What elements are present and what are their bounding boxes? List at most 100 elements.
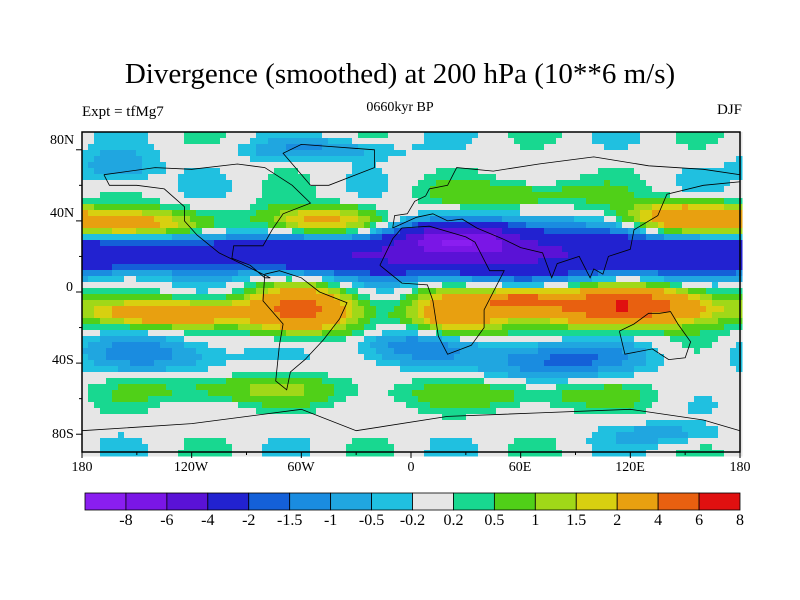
field-cell xyxy=(94,168,101,175)
field-cell xyxy=(700,222,707,229)
field-cell xyxy=(430,222,437,229)
field-cell xyxy=(376,234,383,241)
field-cell xyxy=(124,186,131,193)
field-cell xyxy=(244,168,251,175)
field-cell xyxy=(304,288,311,295)
field-cell xyxy=(262,240,269,247)
field-cell xyxy=(346,342,353,349)
field-cell xyxy=(202,228,209,235)
field-cell xyxy=(286,378,293,385)
field-cell xyxy=(250,378,257,385)
field-cell xyxy=(658,312,665,319)
field-cell xyxy=(724,324,731,331)
field-cell xyxy=(388,228,395,235)
field-cell xyxy=(136,300,143,307)
field-cell xyxy=(472,348,479,355)
field-cell xyxy=(538,222,545,229)
field-cell xyxy=(184,330,191,337)
field-cell xyxy=(340,210,347,217)
field-cell xyxy=(640,264,647,271)
field-cell xyxy=(286,156,293,163)
field-cell xyxy=(106,390,113,397)
field-cell xyxy=(508,198,515,205)
field-cell xyxy=(154,222,161,229)
field-cell xyxy=(286,144,293,151)
field-cell xyxy=(724,252,731,259)
field-cell xyxy=(688,342,695,349)
field-cell xyxy=(232,264,239,271)
field-cell xyxy=(406,228,413,235)
field-cell xyxy=(712,354,719,361)
field-cell xyxy=(448,324,455,331)
field-cell xyxy=(130,138,137,145)
field-cell xyxy=(358,246,365,253)
field-cell xyxy=(730,270,737,277)
field-cell xyxy=(400,378,407,385)
field-cell xyxy=(616,336,623,343)
field-cell xyxy=(124,372,131,379)
field-cell xyxy=(490,306,497,313)
field-cell xyxy=(622,324,629,331)
field-cell xyxy=(358,270,365,277)
field-cell xyxy=(670,192,677,199)
field-cell xyxy=(652,378,659,385)
field-cell xyxy=(190,366,197,373)
field-cell xyxy=(178,210,185,217)
field-cell xyxy=(694,210,701,217)
field-cell xyxy=(394,288,401,295)
field-cell xyxy=(466,276,473,283)
field-cell xyxy=(244,330,251,337)
field-cell xyxy=(526,132,533,139)
field-cell xyxy=(706,138,713,145)
field-cell xyxy=(436,288,443,295)
field-cell xyxy=(316,264,323,271)
field-cell xyxy=(178,318,185,325)
field-cell xyxy=(250,402,257,409)
field-cell xyxy=(730,222,737,229)
field-cell xyxy=(394,234,401,241)
field-cell xyxy=(514,288,521,295)
field-cell xyxy=(214,258,221,265)
field-cell xyxy=(496,204,503,211)
field-cell xyxy=(220,138,227,145)
field-cell xyxy=(514,168,521,175)
field-cell xyxy=(94,312,101,319)
field-cell xyxy=(106,318,113,325)
field-cell xyxy=(322,402,329,409)
field-cell xyxy=(214,240,221,247)
field-cell xyxy=(478,276,485,283)
field-cell xyxy=(610,396,617,403)
field-cell xyxy=(118,306,125,313)
field-cell xyxy=(646,216,653,223)
field-cell xyxy=(112,240,119,247)
field-cell xyxy=(520,192,527,199)
field-cell xyxy=(388,204,395,211)
field-cell xyxy=(454,138,461,145)
field-cell xyxy=(484,282,491,289)
field-cell xyxy=(670,348,677,355)
field-cell xyxy=(118,138,125,145)
field-cell xyxy=(334,384,341,391)
field-cell xyxy=(160,354,167,361)
field-cell xyxy=(172,234,179,241)
field-cell xyxy=(526,336,533,343)
field-cell xyxy=(328,252,335,259)
field-cell xyxy=(718,300,725,307)
field-cell xyxy=(364,342,371,349)
field-cell xyxy=(418,156,425,163)
field-cell xyxy=(616,360,623,367)
field-cell xyxy=(712,276,719,283)
field-cell xyxy=(472,390,479,397)
field-cell xyxy=(526,252,533,259)
field-cell xyxy=(124,210,131,217)
field-cell xyxy=(280,336,287,343)
field-cell xyxy=(88,216,95,223)
field-cell xyxy=(250,360,257,367)
field-cell xyxy=(238,204,245,211)
field-cell xyxy=(202,252,209,259)
field-cell xyxy=(394,240,401,247)
field-cell xyxy=(280,318,287,325)
field-cell xyxy=(100,234,107,241)
field-cell xyxy=(196,162,203,169)
field-cell xyxy=(694,270,701,277)
